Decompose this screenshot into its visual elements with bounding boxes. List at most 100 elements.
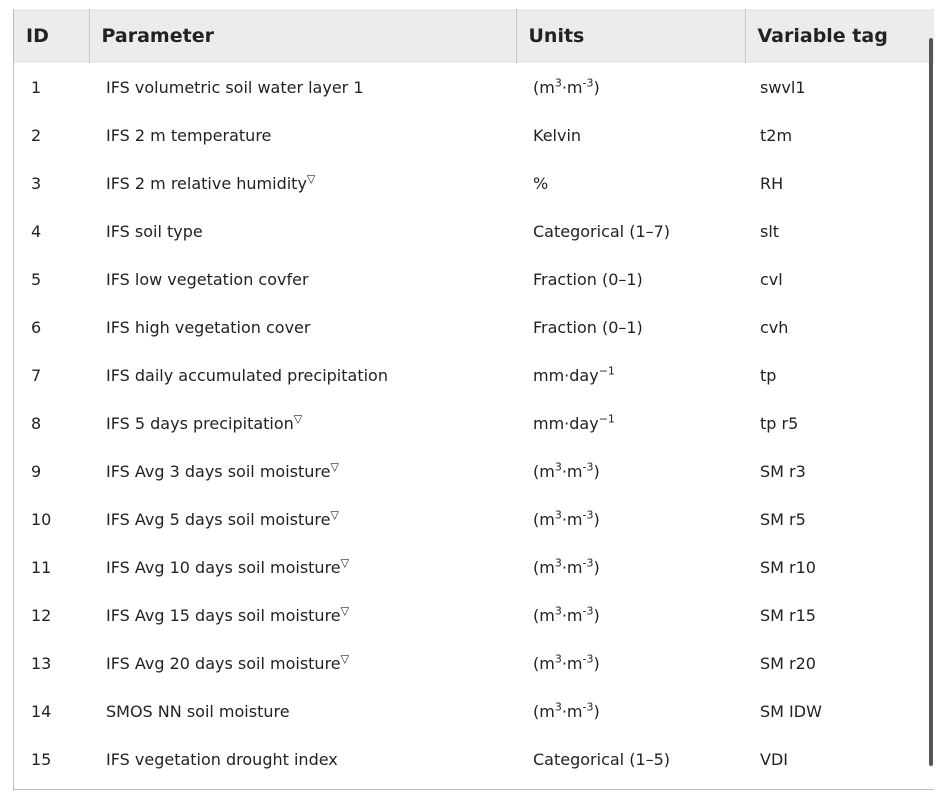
table-row: 4 IFS soil type Categorical (1–7) slt	[14, 207, 934, 255]
cell-variable-tag: cvh	[760, 317, 789, 337]
header-variable-tag: Variable tag	[744, 9, 934, 63]
cell-units: Categorical (1–7)	[516, 207, 745, 255]
units-superscript: 3	[554, 508, 562, 522]
table-row: 8 IFS 5 days precipitation▽ mm·day−1 tp r5	[14, 399, 934, 447]
parameter-text: IFS Avg 5 days soil moisture	[106, 509, 331, 529]
cell-variable-tag: RH	[760, 173, 784, 193]
units-text-end: )	[593, 653, 600, 673]
header-units: Units	[515, 9, 745, 63]
cell-id: 12	[31, 605, 52, 625]
cell-variable-tag: tp r5	[760, 413, 799, 433]
units-text-end: )	[593, 509, 600, 529]
cell-units: mm·day−1	[516, 351, 745, 399]
cell-units: (m3·m-3)	[516, 591, 745, 639]
cell-units: (m3·m-3)	[516, 687, 745, 735]
units-text-mid: ·m	[561, 509, 583, 529]
cell-parameter: SMOS NN soil moisture	[89, 687, 516, 735]
table-body: 1 IFS volumetric soil water layer 1 (m3·m-…	[14, 63, 934, 783]
units-text: %	[533, 173, 549, 193]
cell-units: (m3·m-3)	[516, 639, 745, 687]
units-text: (m	[533, 461, 555, 481]
cell-units: (m3·m-3)	[516, 447, 745, 495]
derived-variable-mark: ▽	[293, 412, 303, 426]
cell-parameter: IFS Avg 15 days soil moisture▽	[89, 591, 516, 639]
parameter-text: IFS Avg 10 days soil moisture	[106, 557, 341, 577]
parameter-text: IFS low vegetation covfer	[106, 269, 309, 289]
units-text: (m	[533, 605, 555, 625]
parameters-table: ID Parameter Units Variable tag 1 IFS vol…	[14, 9, 934, 783]
units-superscript: 3	[554, 556, 562, 570]
table-header-row: ID Parameter Units Variable tag	[14, 9, 934, 63]
units-superscript-2: -3	[582, 556, 594, 570]
table-row: 11 IFS Avg 10 days soil moisture▽ (m3·m-3)…	[14, 543, 934, 591]
cell-id: 11	[31, 557, 52, 577]
units-text: Kelvin	[533, 125, 582, 145]
units-text-end: )	[593, 461, 600, 481]
header-parameter: Parameter	[88, 9, 516, 63]
units-text-mid: ·m	[561, 701, 583, 721]
cell-id: 7	[31, 365, 42, 385]
units-superscript: −1	[598, 364, 615, 378]
cell-parameter: IFS 5 days precipitation▽	[89, 399, 516, 447]
derived-variable-mark: ▽	[330, 508, 339, 522]
parameter-text: SMOS NN soil moisture	[106, 701, 290, 721]
units-text-mid: ·m	[561, 557, 583, 577]
parameter-text: IFS Avg 15 days soil moisture	[106, 605, 341, 625]
cell-variable-tag: VDI	[760, 749, 788, 769]
cell-units: (m3·m-3)	[516, 495, 745, 543]
table-row: 14 SMOS NN soil moisture (m3·m-3) SM IDW	[14, 687, 934, 735]
cell-units: (m3·m-3)	[516, 543, 745, 591]
cell-id: 5	[31, 269, 42, 289]
units-text: (m	[533, 557, 555, 577]
cell-units: (m3·m-3)	[516, 63, 745, 111]
table-row: 7 IFS daily accumulated precipitation mm·d…	[14, 351, 934, 399]
table-row: 2 IFS 2 m temperature Kelvin t2m	[14, 111, 934, 159]
cell-variable-tag: tp	[760, 365, 777, 385]
parameter-text: IFS Avg 20 days soil moisture	[106, 653, 341, 673]
units-text: mm·day	[533, 365, 599, 385]
table-row: 5 IFS low vegetation covfer Fraction (0–1)…	[14, 255, 934, 303]
data-table-container: ID Parameter Units Variable tag 1 IFS vol…	[13, 9, 934, 790]
units-text: (m	[533, 653, 555, 673]
cell-id: 10	[31, 509, 52, 529]
cell-id: 4	[31, 221, 42, 241]
cell-parameter: IFS 2 m temperature	[89, 111, 516, 159]
units-superscript-2: -3	[582, 76, 594, 90]
units-text: mm·day	[533, 413, 599, 433]
units-text-end: )	[593, 701, 600, 721]
units-superscript: 3	[554, 460, 562, 474]
cell-parameter: IFS Avg 20 days soil moisture▽	[89, 639, 516, 687]
derived-variable-mark: ▽	[330, 460, 339, 474]
units-text-end: )	[593, 77, 600, 97]
parameter-text: IFS 5 days precipitation	[106, 413, 294, 433]
cell-parameter: IFS vegetation drought index	[89, 735, 516, 783]
cell-variable-tag: SM IDW	[760, 701, 822, 721]
cell-variable-tag: SM r5	[760, 509, 806, 529]
cell-parameter: IFS daily accumulated precipitation	[89, 351, 516, 399]
cell-id: 3	[31, 173, 42, 193]
cell-parameter: IFS low vegetation covfer	[89, 255, 516, 303]
units-superscript-2: -3	[582, 460, 594, 474]
cell-variable-tag: SM r15	[760, 605, 816, 625]
units-text-mid: ·m	[561, 461, 583, 481]
cell-id: 13	[31, 653, 52, 673]
cell-parameter: IFS Avg 5 days soil moisture▽	[89, 495, 516, 543]
cell-parameter: IFS Avg 10 days soil moisture▽	[89, 543, 516, 591]
cell-units: mm·day−1	[516, 399, 745, 447]
cell-variable-tag: SM r10	[760, 557, 816, 577]
cell-variable-tag: slt	[760, 221, 780, 241]
units-superscript-2: -3	[582, 508, 594, 522]
cell-variable-tag: t2m	[760, 125, 793, 145]
cell-id: 6	[31, 317, 42, 337]
cell-id: 2	[31, 125, 42, 145]
units-text-mid: ·m	[561, 653, 583, 673]
cell-units: %	[516, 159, 745, 207]
cell-variable-tag: swvl1	[760, 77, 806, 97]
header-id: ID	[14, 9, 89, 63]
units-text-end: )	[593, 605, 600, 625]
table-row: 9 IFS Avg 3 days soil moisture▽ (m3·m-3) SM…	[14, 447, 934, 495]
units-superscript-2: -3	[582, 700, 594, 714]
cell-variable-tag: cvl	[760, 269, 783, 289]
cell-parameter: IFS 2 m relative humidity▽	[89, 159, 516, 207]
vertical-scrollbar[interactable]	[929, 38, 933, 766]
